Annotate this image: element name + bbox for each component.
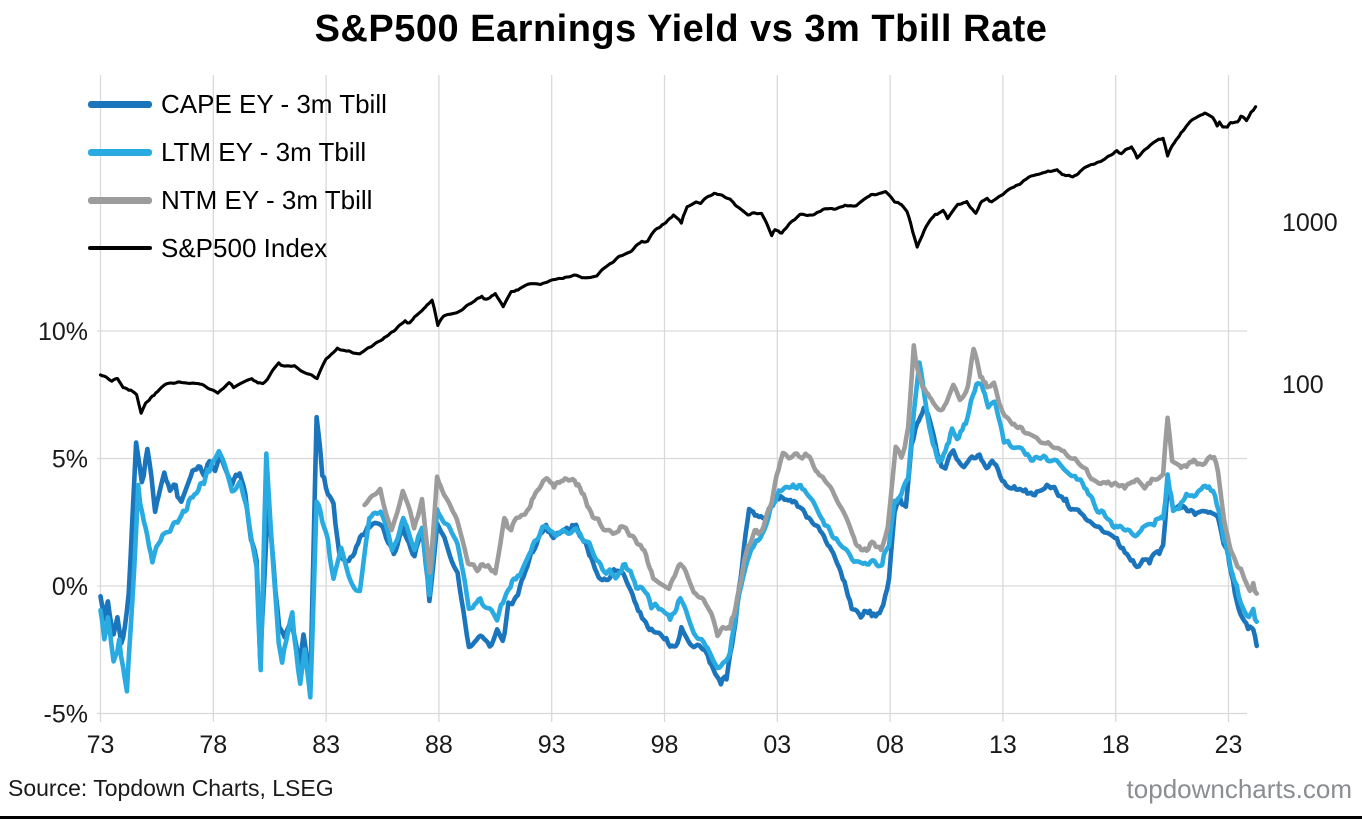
y-axis-left-tick-label: 5% xyxy=(52,446,88,474)
legend: CAPE EY - 3m Tbill LTM EY - 3m Tbill NTM… xyxy=(88,80,387,272)
x-axis-tick-label: 93 xyxy=(538,731,566,759)
ntm-line-swatch-icon xyxy=(88,196,152,204)
x-axis-tick-label: 13 xyxy=(989,731,1017,759)
legend-label-cape: CAPE EY - 3m Tbill xyxy=(161,88,387,119)
cape-line-swatch-icon xyxy=(88,100,152,108)
legend-item-spx: S&P500 Index xyxy=(88,224,387,272)
legend-item-ltm: LTM EY - 3m Tbill xyxy=(88,128,387,176)
x-axis-tick-label: 83 xyxy=(312,731,340,759)
y-axis-right-tick-label: 1000 xyxy=(1282,209,1338,237)
x-axis-tick-label: 78 xyxy=(199,731,227,759)
series-line-spx xyxy=(98,105,1258,415)
x-axis-tick-label: 08 xyxy=(876,731,904,759)
x-axis-tick-label: 03 xyxy=(763,731,791,759)
bottom-divider xyxy=(0,816,1362,819)
watermark: topdowncharts.com xyxy=(1126,774,1352,804)
legend-item-ntm: NTM EY - 3m Tbill xyxy=(88,176,387,224)
x-axis-tick-label: 18 xyxy=(1102,731,1130,759)
x-axis-tick-label: 73 xyxy=(87,731,115,759)
y-axis-right-tick-label: 100 xyxy=(1282,371,1324,399)
legend-label-ltm: LTM EY - 3m Tbill xyxy=(161,136,367,167)
y-axis-left-tick-label: 10% xyxy=(38,318,88,346)
x-axis-tick-label: 88 xyxy=(425,731,453,759)
series-line-ltm xyxy=(98,360,1259,700)
x-axis-tick-label: 98 xyxy=(651,731,679,759)
source-note: Source: Topdown Charts, LSEG xyxy=(8,775,334,801)
y-axis-left-tick-label: 0% xyxy=(52,573,88,601)
chart-title: S&P500 Earnings Yield vs 3m Tbill Rate xyxy=(314,8,1048,50)
x-axis-tick-label: 23 xyxy=(1215,731,1243,759)
legend-label-ntm: NTM EY - 3m Tbill xyxy=(161,184,373,215)
series-line-ntm xyxy=(362,343,1259,639)
spx-line-swatch-icon xyxy=(88,246,152,250)
legend-label-spx: S&P500 Index xyxy=(161,232,328,263)
legend-item-cape: CAPE EY - 3m Tbill xyxy=(88,80,387,128)
y-axis-left-tick-label: -5% xyxy=(44,701,88,729)
ltm-line-swatch-icon xyxy=(88,148,152,156)
